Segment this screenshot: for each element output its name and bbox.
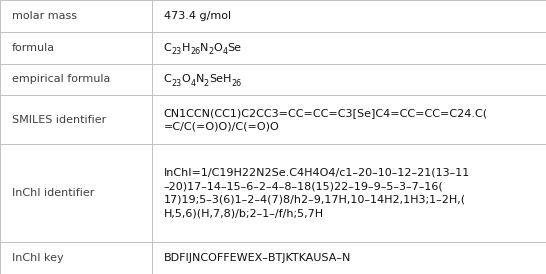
Text: 2: 2 — [209, 47, 213, 56]
Text: 26: 26 — [232, 79, 241, 88]
Text: 473.4 g/mol: 473.4 g/mol — [164, 11, 231, 21]
Text: empirical formula: empirical formula — [12, 75, 110, 84]
Text: H,5,6)(H,7,8)/b;2–1–/f/h;5,7H: H,5,6)(H,7,8)/b;2–1–/f/h;5,7H — [164, 209, 324, 219]
Text: InChI=1/C19H22N2Se.C4H4O4/c1–20–10–12–21(13–11: InChI=1/C19H22N2Se.C4H4O4/c1–20–10–12–21… — [164, 167, 470, 177]
Text: 26: 26 — [190, 47, 200, 56]
Text: molar mass: molar mass — [12, 11, 77, 21]
Text: 2: 2 — [204, 79, 209, 88]
Text: 23: 23 — [171, 79, 182, 88]
Text: N: N — [200, 43, 209, 53]
Text: –20)17–14–15–6–2–4–8–18(15)22–19–9–5–3–7–16(: –20)17–14–15–6–2–4–8–18(15)22–19–9–5–3–7… — [164, 181, 443, 191]
Text: C: C — [164, 75, 171, 84]
Text: Se: Se — [228, 43, 241, 53]
Text: SeH: SeH — [209, 75, 232, 84]
Text: O: O — [182, 75, 191, 84]
Text: N: N — [195, 75, 204, 84]
Text: H: H — [182, 43, 190, 53]
Text: 4: 4 — [222, 47, 228, 56]
Text: O: O — [213, 43, 222, 53]
Text: formula: formula — [12, 43, 55, 53]
Text: BDFIJNCOFFEWEX–BTJKTKAUSA–N: BDFIJNCOFFEWEX–BTJKTKAUSA–N — [164, 253, 351, 263]
Text: 17)19;5–3(6)1–2–4(7)8/h2–9,17H,10–14H2,1H3;1–2H,(: 17)19;5–3(6)1–2–4(7)8/h2–9,17H,10–14H2,1… — [164, 195, 466, 205]
Text: InChI identifier: InChI identifier — [12, 188, 94, 198]
Text: 23: 23 — [171, 47, 182, 56]
Text: 4: 4 — [191, 79, 195, 88]
Text: InChI key: InChI key — [12, 253, 64, 263]
Text: =C/C(=O)O)/C(=O)O: =C/C(=O)O)/C(=O)O — [164, 122, 280, 132]
Text: SMILES identifier: SMILES identifier — [12, 115, 106, 125]
Text: C: C — [164, 43, 171, 53]
Text: CN1CCN(CC1)C2CC3=CC=CC=C3[Se]C4=CC=CC=C24.C(: CN1CCN(CC1)C2CC3=CC=CC=C3[Se]C4=CC=CC=C2… — [164, 108, 488, 118]
